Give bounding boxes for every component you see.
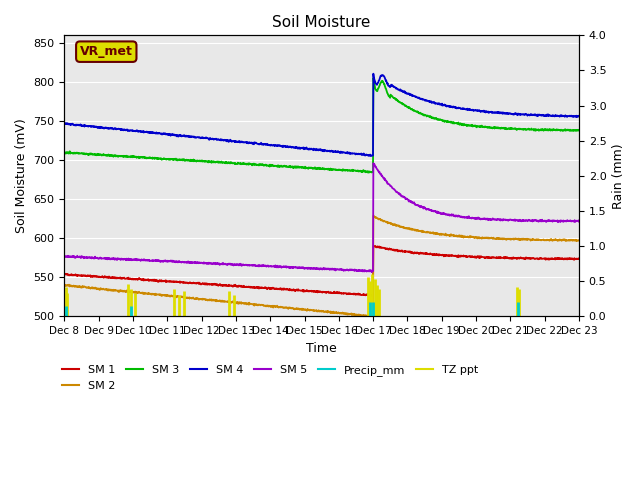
Y-axis label: Rain (mm): Rain (mm) [612, 143, 625, 209]
Title: Soil Moisture: Soil Moisture [273, 15, 371, 30]
Legend: SM 1, SM 2, SM 3, SM 4, SM 5, Precip_mm, TZ ppt: SM 1, SM 2, SM 3, SM 4, SM 5, Precip_mm,… [58, 361, 483, 395]
Y-axis label: Soil Moisture (mV): Soil Moisture (mV) [15, 119, 28, 233]
X-axis label: Time: Time [307, 342, 337, 355]
Text: VR_met: VR_met [80, 45, 132, 58]
